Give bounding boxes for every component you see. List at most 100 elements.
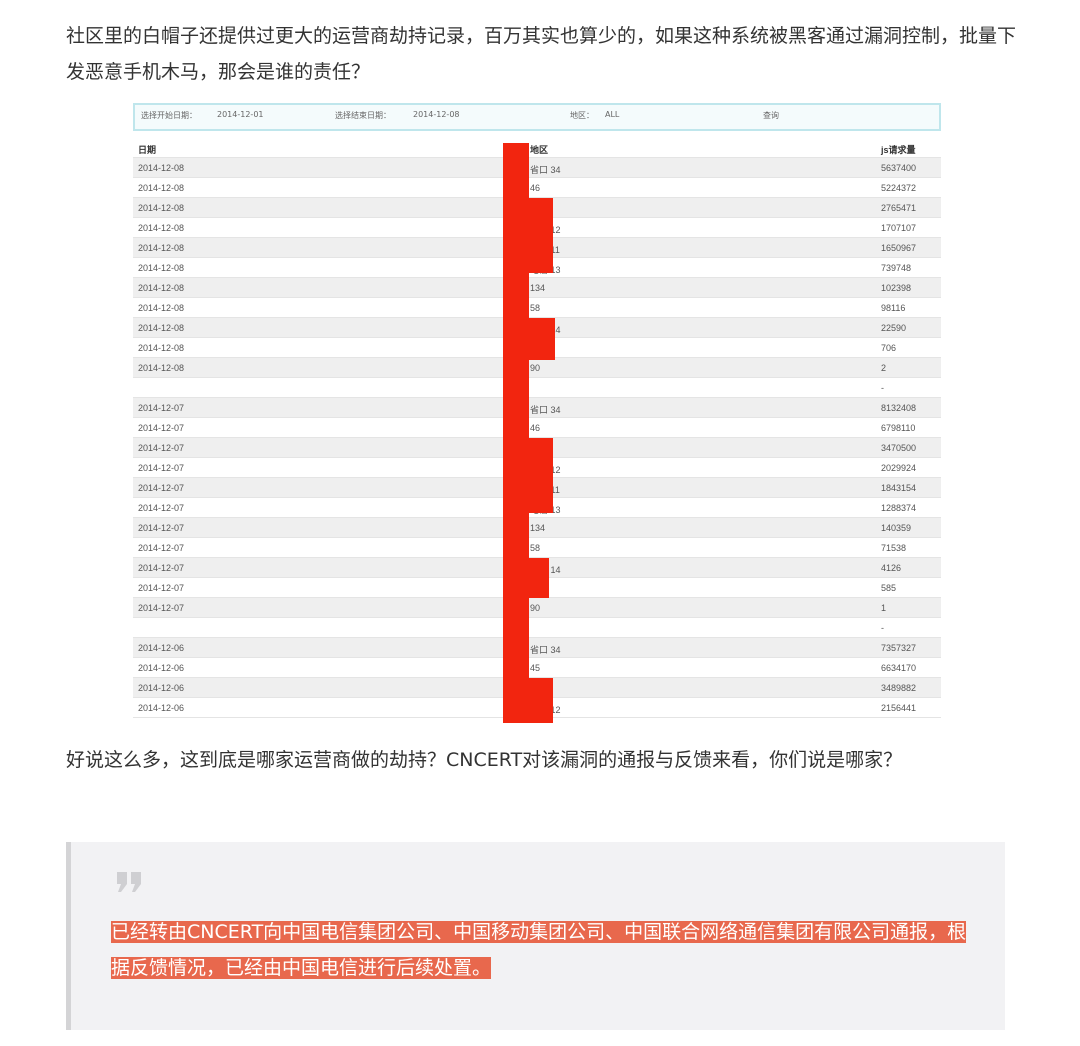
table-row: 2014-12-08 58 98116 — [133, 298, 941, 318]
header-cell: 地区 — [530, 145, 549, 155]
cell: 2014-12-08 — [138, 363, 185, 373]
cell: 134 — [530, 283, 546, 293]
cell: 1843154 — [881, 483, 917, 493]
cell: 2014-12-07 — [138, 423, 185, 433]
highlight: 已经转由CNCERT向中国电信集团公司、中国移动集团公司、中国联合网络通信集团有… — [111, 921, 967, 979]
cell: 2014-12-08 — [138, 183, 185, 193]
cell: 45 — [530, 663, 541, 673]
cell: 58 — [530, 543, 541, 553]
cell: 5224372 — [881, 183, 917, 193]
cell: 4126 — [881, 563, 902, 573]
cell: 1650967 — [881, 243, 917, 253]
quote-text: 已经转由CNCERT向中国电信集团公司、中国移动集团公司、中国联合网络通信集团有… — [111, 914, 971, 986]
cell: 2014-12-08 — [138, 243, 185, 253]
table-row: 2014-12-07 省口 34 8132408 — [133, 398, 941, 418]
cell: 2014-12-08 — [138, 263, 185, 273]
cell: 2014-12-06 — [138, 703, 185, 713]
redaction — [523, 438, 553, 513]
cell: 2014-12-08 — [138, 303, 185, 313]
cell: 1288374 — [881, 503, 917, 513]
cell: 2014-12-07 — [138, 603, 185, 613]
redaction — [523, 558, 549, 598]
cell: 8132408 — [881, 403, 917, 413]
table-row: 2014-12-06 省口 34 7357327 — [133, 638, 941, 658]
cell: 1 — [881, 603, 887, 613]
cell: 46 — [530, 183, 541, 193]
cell: 6634170 — [881, 663, 917, 673]
cell: 585 — [881, 583, 897, 593]
cell: 739748 — [881, 263, 912, 273]
cell: 2014-12-07 — [138, 583, 185, 593]
cell: 2029924 — [881, 463, 917, 473]
table-row: 2014-12-08 省口 34 5637400 — [133, 158, 941, 178]
cell: 1707107 — [881, 223, 917, 233]
cell: 2014-12-07 — [138, 523, 185, 533]
cell: 3489882 — [881, 683, 917, 693]
cell: 2014-12-07 — [138, 403, 185, 413]
cell: 省口 34 — [530, 405, 561, 415]
cell: 2014-12-07 — [138, 543, 185, 553]
button[interactable]: 查询 — [763, 111, 779, 120]
cell: 71538 — [881, 543, 907, 553]
cell: 6798110 — [881, 423, 916, 433]
table-row: 2014-12-06 45 6634170 — [133, 658, 941, 678]
cell: 98116 — [881, 303, 906, 313]
cell: 2014-12-07 — [138, 503, 185, 513]
label: 选择结束日期： — [335, 111, 391, 120]
cell: 2 — [881, 363, 887, 373]
cell: 134 — [530, 523, 546, 533]
cell: 102398 — [881, 283, 912, 293]
paragraph: 社区里的白帽子还提供过更大的运营商劫持记录，百万其实也算少的，如果这种系统被黑客… — [66, 25, 1017, 83]
cell: 2014-12-08 — [138, 343, 185, 353]
cell: 7357327 — [881, 643, 917, 653]
table-row: - — [133, 618, 941, 638]
cell: 省口 34 — [530, 165, 561, 175]
cell: 2765471 — [881, 203, 917, 213]
cell: 90 — [530, 363, 541, 373]
redaction — [523, 198, 553, 273]
input: 2014-12-08 — [413, 110, 460, 119]
cell: 3470500 — [881, 443, 917, 453]
label: 地区： — [570, 111, 594, 120]
table-row: 2014-12-08 134 102398 — [133, 278, 941, 298]
table-row: 2014-12-08 90 2 — [133, 358, 941, 378]
select: ALL — [605, 110, 620, 119]
cell: - — [881, 383, 884, 393]
cell: 2014-12-06 — [138, 663, 185, 673]
cell: 2014-12-08 — [138, 163, 185, 173]
table-row: 2014-12-07 90 1 — [133, 598, 941, 618]
cell: 2014-12-06 — [138, 643, 185, 653]
table-row: 2014-12-07 46 6798110 — [133, 418, 941, 438]
cell: 2014-12-08 — [138, 283, 185, 293]
cell: 2014-12-08 — [138, 223, 185, 233]
table-row: - — [133, 378, 941, 398]
cell: 90 — [530, 603, 541, 613]
cell: - — [881, 623, 884, 633]
header-row: 日期 地区 js请求量 — [133, 138, 941, 158]
cell: 2156441 — [881, 703, 917, 713]
header-cell: 日期 — [138, 145, 157, 155]
cell: 2014-12-07 — [138, 463, 185, 473]
input: 2014-12-01 — [217, 110, 264, 119]
header-cell: js请求量 — [881, 145, 916, 155]
cell: 2014-12-07 — [138, 563, 185, 573]
cell: 5637400 — [881, 163, 917, 173]
redaction — [523, 318, 555, 360]
cell: 2014-12-07 — [138, 483, 185, 493]
table-row: 2014-12-07 58 71538 — [133, 538, 941, 558]
quote-icon — [117, 872, 141, 892]
cell: 58 — [530, 303, 541, 313]
cell: 2014-12-08 — [138, 323, 185, 333]
paragraph: 好说这么多，这到底是哪家运营商做的劫持？CNCERT对该漏洞的通报与反馈来看，你… — [66, 749, 903, 771]
cell: 2014-12-07 — [138, 443, 185, 453]
table-row: 2014-12-07 134 140359 — [133, 518, 941, 538]
cell: 2014-12-06 — [138, 683, 185, 693]
filter-bar: 选择开始日期： 2014-12-01 选择结束日期： 2014-12-08 地区… — [133, 103, 941, 131]
label: 选择开始日期： — [141, 111, 197, 120]
cell: 706 — [881, 343, 897, 353]
redaction — [523, 678, 553, 723]
screenshot: 选择开始日期： 2014-12-01 选择结束日期： 2014-12-08 地区… — [133, 103, 941, 723]
cell: 46 — [530, 423, 541, 433]
cell: 22590 — [881, 323, 907, 333]
